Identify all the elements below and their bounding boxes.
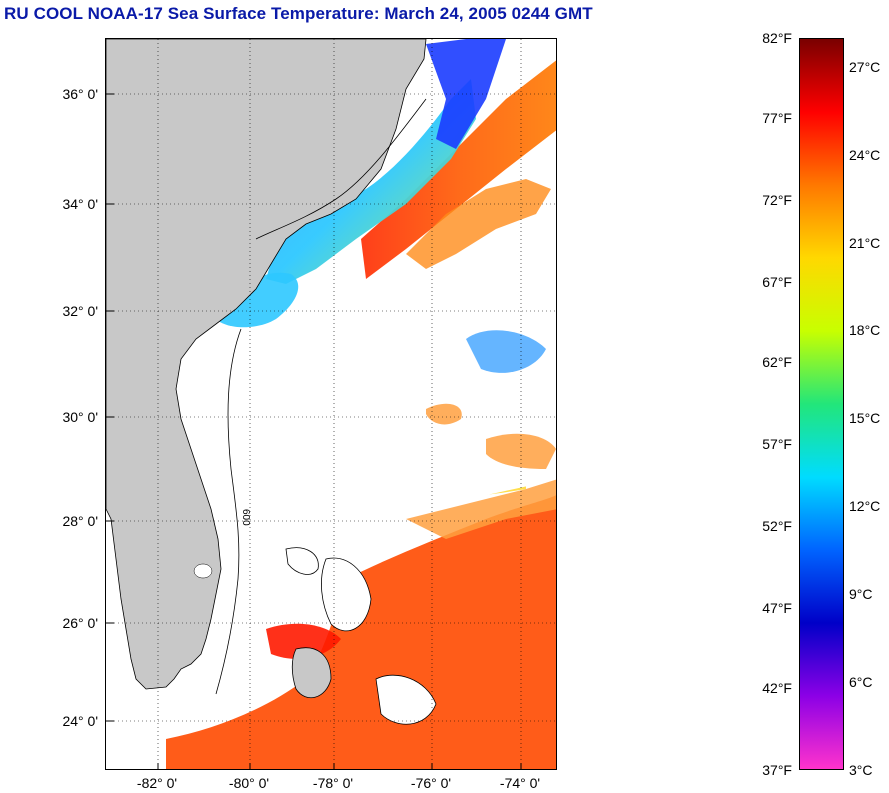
colorbar-f-label: 72°F (762, 192, 792, 208)
tick-marks (106, 93, 522, 769)
lat-label-28: 28° 0' (62, 513, 98, 529)
bahamas-bank (285, 547, 319, 575)
colorbar-c-label: 15°C (849, 410, 881, 426)
colorbar-f-label: 82°F (762, 30, 792, 46)
lat-label-36: 36° 0' (62, 86, 98, 102)
colorbar-c-label: 6°C (849, 674, 873, 690)
colorbar-f-label: 62°F (762, 354, 792, 370)
lon-label-76: -76° 0' (410, 775, 452, 791)
shelf-water-south (216, 272, 299, 328)
map-title: RU COOL NOAA-17 Sea Surface Temperature:… (4, 4, 593, 23)
bahamas-bank (375, 674, 437, 725)
lon-label-80: -80° 0' (228, 775, 270, 791)
graticule (106, 39, 556, 769)
lon-label-78: -78° 0' (312, 775, 354, 791)
sst-map[interactable]: 600 (105, 38, 557, 770)
lon-label-74: -74° 0' (499, 775, 541, 791)
lat-label-26: 26° 0' (62, 615, 98, 631)
colorbar-c-label: 3°C (849, 762, 873, 778)
colorbar-c-label: 9°C (849, 586, 873, 602)
lake-okeechobee (193, 563, 213, 579)
andros-island (291, 647, 332, 699)
colorbar-f-label: 37°F (762, 762, 792, 778)
isobath-label: 600 (240, 509, 251, 526)
isobath-line (215, 98, 427, 695)
landmass-southeast-us (106, 39, 427, 690)
colorbar-f-label: 77°F (762, 110, 792, 126)
colorbar-c-label: 21°C (849, 235, 881, 251)
lat-label-32: 32° 0' (62, 303, 98, 319)
cool-patch (466, 330, 546, 373)
sst-map-canvas: 600 (106, 39, 556, 769)
florida-straits-warm-water (166, 495, 556, 769)
colorbar-c-label: 27°C (849, 59, 881, 75)
gulf-stream-north (361, 60, 556, 279)
warm-patch (426, 403, 462, 425)
colorbar-f-label: 47°F (762, 600, 792, 616)
warm-filament (406, 179, 551, 269)
colorbar-c-label: 18°C (849, 322, 881, 338)
colorbar-f-label: 67°F (762, 274, 792, 290)
temperature-colorbar (799, 38, 844, 770)
bahamas-bank (321, 557, 372, 632)
colorbar-f-label: 57°F (762, 436, 792, 452)
lon-label-82: -82° 0' (136, 775, 178, 791)
lat-label-24: 24° 0' (62, 713, 98, 729)
shelf-water (266, 79, 476, 284)
colorbar-f-label: 52°F (762, 518, 792, 534)
hot-patch (266, 623, 341, 659)
lat-label-34: 34° 0' (62, 196, 98, 212)
lat-label-30: 30° 0' (62, 409, 98, 425)
colorbar-c-label: 12°C (849, 498, 881, 514)
colorbar-c-label: 24°C (849, 147, 881, 163)
warm-patch (406, 479, 556, 539)
colorbar-f-label: 42°F (762, 680, 792, 696)
